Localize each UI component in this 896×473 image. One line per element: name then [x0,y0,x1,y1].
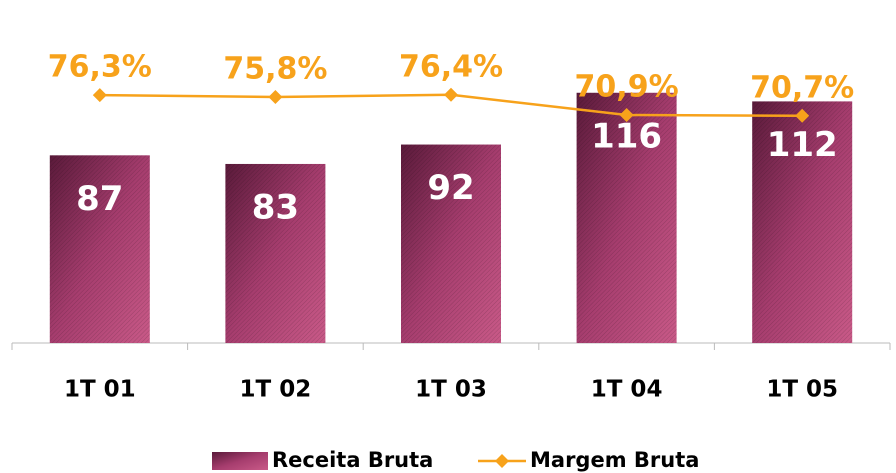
line-marker [92,88,107,103]
bar-value-label: 83 [252,187,299,227]
line-marker [619,108,634,123]
line-marker [444,87,458,102]
bar-value-label: 116 [591,116,662,156]
line-marker [795,108,810,123]
line-value-label: 70,9% [575,70,679,105]
line-value-label: 75,8% [223,51,327,86]
line-value-label: 76,4% [399,49,503,84]
bar-value-label: 87 [76,179,123,219]
bar-group [225,163,326,343]
legend-swatch-bar [212,452,268,470]
line-value-label: 76,3% [48,50,152,85]
bar-group [49,155,150,343]
line-marker [268,89,283,104]
bar-value-label: 112 [767,125,838,165]
bar-hatch [401,144,501,343]
x-tick-label: 1T 03 [415,377,487,403]
bar-group [401,144,501,343]
bar-hatch [576,92,677,344]
bar-hatch [49,155,150,343]
legend-label: Receita Bruta [272,448,433,472]
bar-value-label: 92 [427,168,474,208]
bar-group [752,101,853,344]
x-tick-label: 1T 02 [240,377,312,403]
bar-group [576,92,677,344]
legend-label: Margem Bruta [530,448,699,472]
bar-hatch [752,101,853,344]
x-tick-label: 1T 01 [64,377,136,403]
x-tick-label: 1T 04 [591,377,663,403]
x-tick-label: 1T 05 [766,377,838,403]
legend-swatch-marker [495,454,509,468]
line-value-label: 70,7% [750,70,854,105]
bar-hatch [225,163,326,343]
